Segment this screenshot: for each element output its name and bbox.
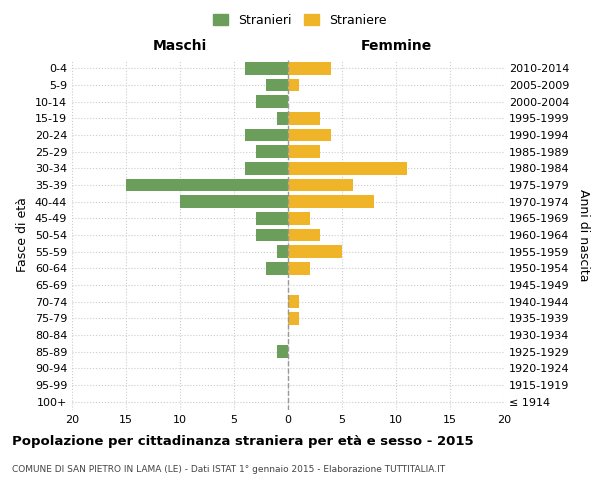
Bar <box>180 196 288 208</box>
Y-axis label: Fasce di età: Fasce di età <box>16 198 29 272</box>
Bar <box>126 179 288 192</box>
Bar <box>266 262 288 274</box>
Legend: Stranieri, Straniere: Stranieri, Straniere <box>208 8 392 32</box>
Text: Femmine: Femmine <box>361 39 431 53</box>
Text: COMUNE DI SAN PIETRO IN LAMA (LE) - Dati ISTAT 1° gennaio 2015 - Elaborazione TU: COMUNE DI SAN PIETRO IN LAMA (LE) - Dati… <box>12 465 445 474</box>
Bar <box>256 229 288 241</box>
Bar <box>288 146 320 158</box>
Bar <box>288 179 353 192</box>
Bar <box>288 312 299 324</box>
Bar <box>288 296 299 308</box>
Bar <box>256 212 288 224</box>
Bar <box>256 96 288 108</box>
Bar <box>288 129 331 141</box>
Bar <box>277 112 288 124</box>
Bar <box>288 196 374 208</box>
Bar <box>277 346 288 358</box>
Text: Popolazione per cittadinanza straniera per età e sesso - 2015: Popolazione per cittadinanza straniera p… <box>12 435 473 448</box>
Bar <box>245 162 288 174</box>
Bar <box>245 129 288 141</box>
Bar <box>277 246 288 258</box>
Bar <box>288 212 310 224</box>
Bar <box>288 229 320 241</box>
Bar <box>288 62 331 74</box>
Bar <box>288 246 342 258</box>
Bar <box>245 62 288 74</box>
Bar <box>288 79 299 92</box>
Bar <box>288 112 320 124</box>
Text: Maschi: Maschi <box>153 39 207 53</box>
Bar <box>256 146 288 158</box>
Y-axis label: Anni di nascita: Anni di nascita <box>577 188 590 281</box>
Bar <box>266 79 288 92</box>
Bar <box>288 262 310 274</box>
Bar <box>288 162 407 174</box>
